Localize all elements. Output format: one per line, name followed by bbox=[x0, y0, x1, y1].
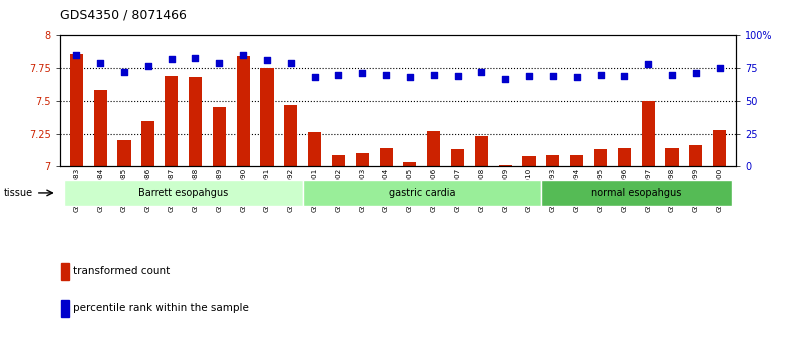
Bar bbox=[380, 148, 392, 166]
Bar bbox=[498, 165, 512, 166]
Point bbox=[380, 72, 392, 78]
Text: GDS4350 / 8071466: GDS4350 / 8071466 bbox=[60, 8, 186, 21]
Point bbox=[523, 73, 536, 79]
Bar bbox=[475, 136, 488, 166]
Point bbox=[642, 61, 654, 67]
Bar bbox=[594, 149, 607, 166]
Bar bbox=[260, 68, 274, 166]
Point bbox=[356, 70, 369, 76]
Point bbox=[118, 69, 131, 75]
Point bbox=[665, 72, 678, 78]
Point bbox=[713, 65, 726, 71]
Point bbox=[236, 52, 249, 58]
Point bbox=[689, 70, 702, 76]
Point bbox=[499, 76, 512, 81]
Text: Barrett esopahgus: Barrett esopahgus bbox=[139, 188, 228, 198]
Bar bbox=[94, 90, 107, 166]
Bar bbox=[165, 76, 178, 166]
Point bbox=[332, 72, 345, 78]
Bar bbox=[427, 131, 440, 166]
Bar bbox=[308, 132, 321, 166]
Point bbox=[404, 74, 416, 80]
Point bbox=[547, 73, 560, 79]
Point bbox=[166, 56, 178, 62]
Bar bbox=[189, 77, 202, 166]
Text: tissue: tissue bbox=[4, 188, 33, 198]
Bar bbox=[665, 148, 678, 166]
Bar bbox=[61, 263, 69, 280]
Bar bbox=[451, 149, 464, 166]
Bar bbox=[546, 155, 560, 166]
Bar bbox=[64, 180, 302, 206]
Bar bbox=[142, 121, 154, 166]
Point bbox=[260, 57, 273, 63]
Text: percentile rank within the sample: percentile rank within the sample bbox=[73, 303, 249, 313]
Bar bbox=[302, 180, 541, 206]
Bar bbox=[61, 300, 69, 317]
Point bbox=[189, 55, 202, 61]
Text: transformed count: transformed count bbox=[73, 266, 170, 276]
Bar bbox=[404, 162, 416, 166]
Bar bbox=[541, 180, 732, 206]
Point bbox=[213, 60, 226, 66]
Point bbox=[570, 74, 583, 80]
Text: gastric cardia: gastric cardia bbox=[388, 188, 455, 198]
Bar bbox=[70, 54, 83, 166]
Bar bbox=[284, 105, 298, 166]
Text: normal esopahgus: normal esopahgus bbox=[591, 188, 681, 198]
Point bbox=[618, 73, 630, 79]
Point bbox=[451, 73, 464, 79]
Bar bbox=[356, 153, 369, 166]
Bar bbox=[618, 148, 631, 166]
Point bbox=[94, 60, 107, 66]
Bar bbox=[570, 155, 583, 166]
Bar bbox=[642, 101, 654, 166]
Point bbox=[594, 72, 607, 78]
Point bbox=[284, 60, 297, 66]
Bar bbox=[332, 155, 345, 166]
Bar bbox=[213, 107, 226, 166]
Point bbox=[142, 63, 154, 68]
Point bbox=[427, 72, 440, 78]
Point bbox=[308, 74, 321, 80]
Bar bbox=[118, 140, 131, 166]
Point bbox=[475, 69, 488, 75]
Bar bbox=[522, 156, 536, 166]
Bar bbox=[236, 56, 250, 166]
Bar bbox=[713, 130, 726, 166]
Point bbox=[70, 52, 83, 58]
Bar bbox=[689, 145, 702, 166]
